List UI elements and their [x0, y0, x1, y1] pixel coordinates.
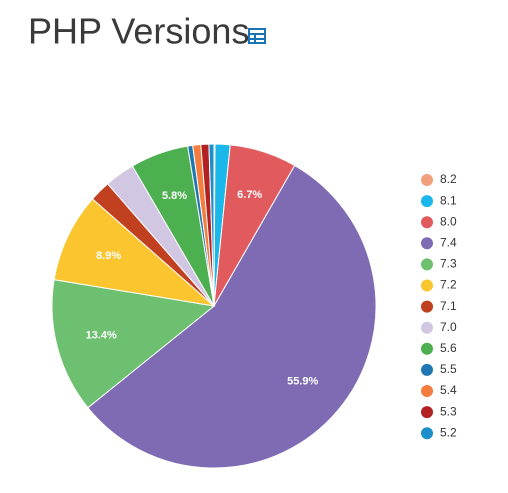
- legend-label: 8.2: [440, 172, 457, 186]
- legend-marker: [421, 237, 433, 250]
- legend-marker: [421, 258, 433, 271]
- legend-marker: [421, 321, 433, 334]
- legend-marker: [421, 174, 433, 186]
- legend-label: 5.4: [440, 383, 457, 397]
- chart-title: PHP Versions: [28, 11, 249, 52]
- legend-label: 7.3: [440, 257, 457, 271]
- data-label: 8.9%: [96, 250, 121, 262]
- legend-label: 5.3: [440, 404, 457, 418]
- pie-slice: [53, 198, 216, 307]
- pie-slice: [87, 164, 377, 469]
- legend-marker: [421, 427, 433, 440]
- legend-label: 5.2: [440, 425, 457, 439]
- legend-marker: [421, 195, 433, 208]
- legend-label: 5.5: [440, 362, 457, 376]
- table-icon[interactable]: [248, 28, 266, 44]
- legend-marker: [421, 216, 433, 229]
- legend-marker: [421, 385, 433, 397]
- data-label: 5.8%: [162, 190, 187, 202]
- legend-label: 8.1: [440, 193, 457, 207]
- pie-slice: [51, 279, 216, 409]
- legend-marker: [421, 406, 433, 419]
- legend-label: 8.0: [440, 214, 457, 228]
- legend-label: 7.1: [440, 299, 457, 313]
- data-label: 55.9%: [287, 376, 318, 388]
- legend-label: 7.2: [440, 278, 457, 292]
- legend-marker: [421, 342, 433, 355]
- data-label: 13.4%: [86, 330, 117, 342]
- data-label: 6.7%: [237, 189, 262, 201]
- legend-marker: [421, 300, 433, 313]
- legend-label: 5.6: [440, 341, 457, 355]
- pie-slice: [208, 143, 215, 307]
- legend-marker: [421, 279, 433, 292]
- legend-label: 7.0: [440, 320, 457, 334]
- legend-marker: [421, 363, 433, 376]
- legend-label: 7.4: [440, 235, 457, 249]
